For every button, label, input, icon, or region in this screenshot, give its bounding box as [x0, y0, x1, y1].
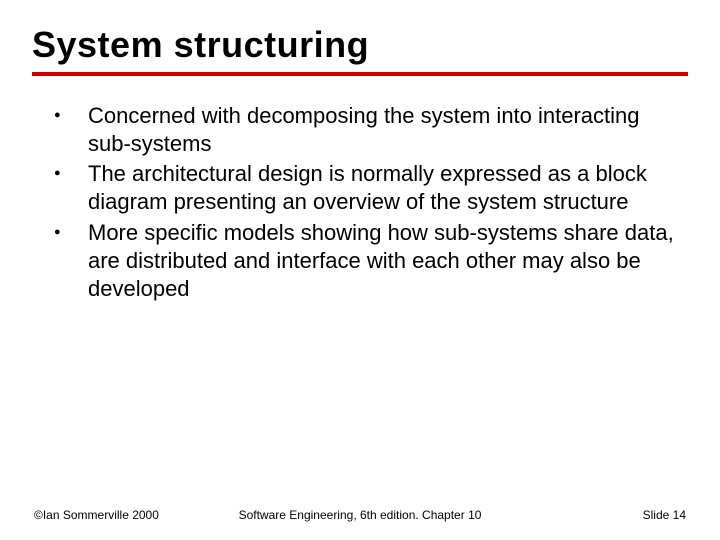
footer-left: ©Ian Sommerville 2000	[34, 508, 159, 522]
footer: ©Ian Sommerville 2000 Software Engineeri…	[0, 508, 720, 522]
footer-center: Software Engineering, 6th edition. Chapt…	[239, 508, 482, 522]
bullet-item: Concerned with decomposing the system in…	[88, 102, 678, 158]
slide: System structuring Concerned with decomp…	[0, 0, 720, 540]
footer-right: Slide 14	[643, 508, 686, 522]
slide-title: System structuring	[32, 24, 688, 66]
bullet-list: Concerned with decomposing the system in…	[32, 102, 688, 303]
bullet-item: The architectural design is normally exp…	[88, 160, 678, 216]
bullet-item: More specific models showing how sub-sys…	[88, 219, 678, 303]
title-block: System structuring	[32, 24, 688, 76]
